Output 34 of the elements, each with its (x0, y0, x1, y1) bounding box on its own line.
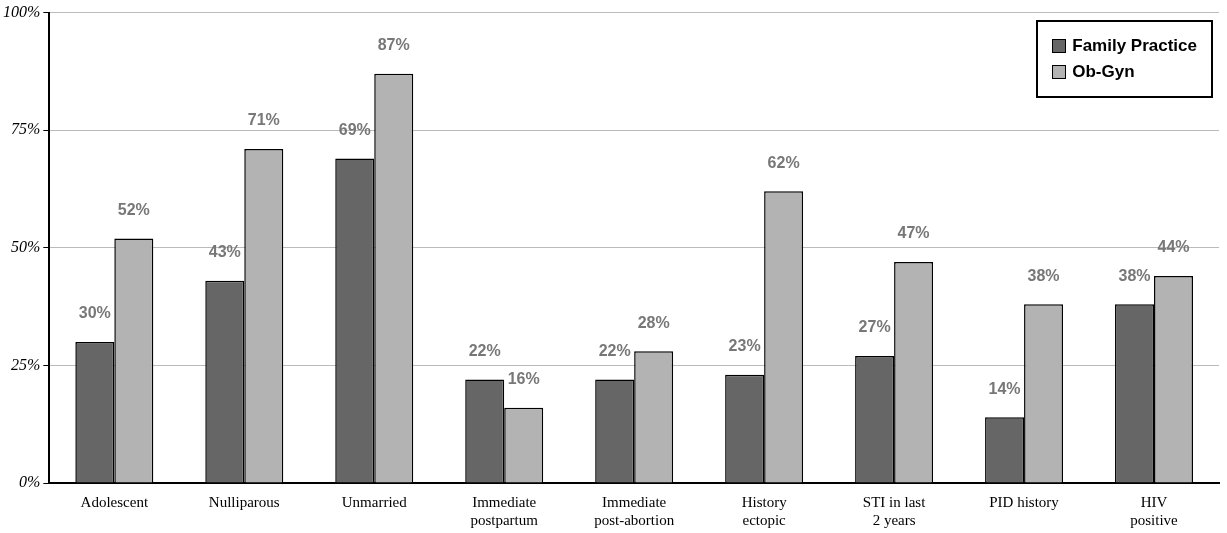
x-tick-label: Immediate postpartum (470, 493, 539, 528)
data-label: 44% (1157, 238, 1190, 256)
data-label: 38% (1118, 266, 1151, 284)
data-label: 30% (78, 304, 111, 322)
x-tick-label: HIV positive (1130, 493, 1179, 528)
data-label: 22% (598, 341, 631, 359)
data-label: 69% (338, 120, 371, 138)
data-label: 52% (117, 200, 150, 218)
y-tick-label: 100% (3, 2, 41, 20)
y-tick-label: 0% (19, 473, 41, 491)
data-label: 43% (208, 243, 241, 261)
data-label: 62% (767, 153, 800, 171)
data-label: 87% (377, 36, 410, 54)
data-label: 47% (897, 224, 930, 242)
data-label: 27% (858, 318, 891, 336)
data-label: 16% (507, 370, 540, 388)
y-tick-label: 50% (11, 238, 41, 255)
data-label: 23% (728, 337, 761, 355)
data-label: 71% (247, 111, 280, 129)
data-label: 38% (1027, 266, 1060, 284)
data-label: 22% (468, 341, 501, 359)
x-tick-label: STI in last 2 years (862, 493, 927, 528)
data-label: 28% (637, 313, 670, 331)
x-tick-label: Unmarried (341, 493, 408, 510)
y-tick-label: 75% (11, 120, 41, 138)
x-tick-label: PID history (989, 493, 1060, 510)
x-tick-label: Immediate post-abortion (594, 493, 675, 528)
legend-label: Family Practice (1072, 36, 1197, 56)
y-tick-label: 25% (11, 355, 41, 373)
x-tick-label: Nulliparous (208, 493, 280, 510)
x-tick-label: Adolescent (80, 493, 149, 510)
legend-label: Ob-Gyn (1072, 62, 1135, 82)
x-tick-label: History ectopic (741, 493, 788, 528)
data-label: 14% (988, 379, 1021, 397)
